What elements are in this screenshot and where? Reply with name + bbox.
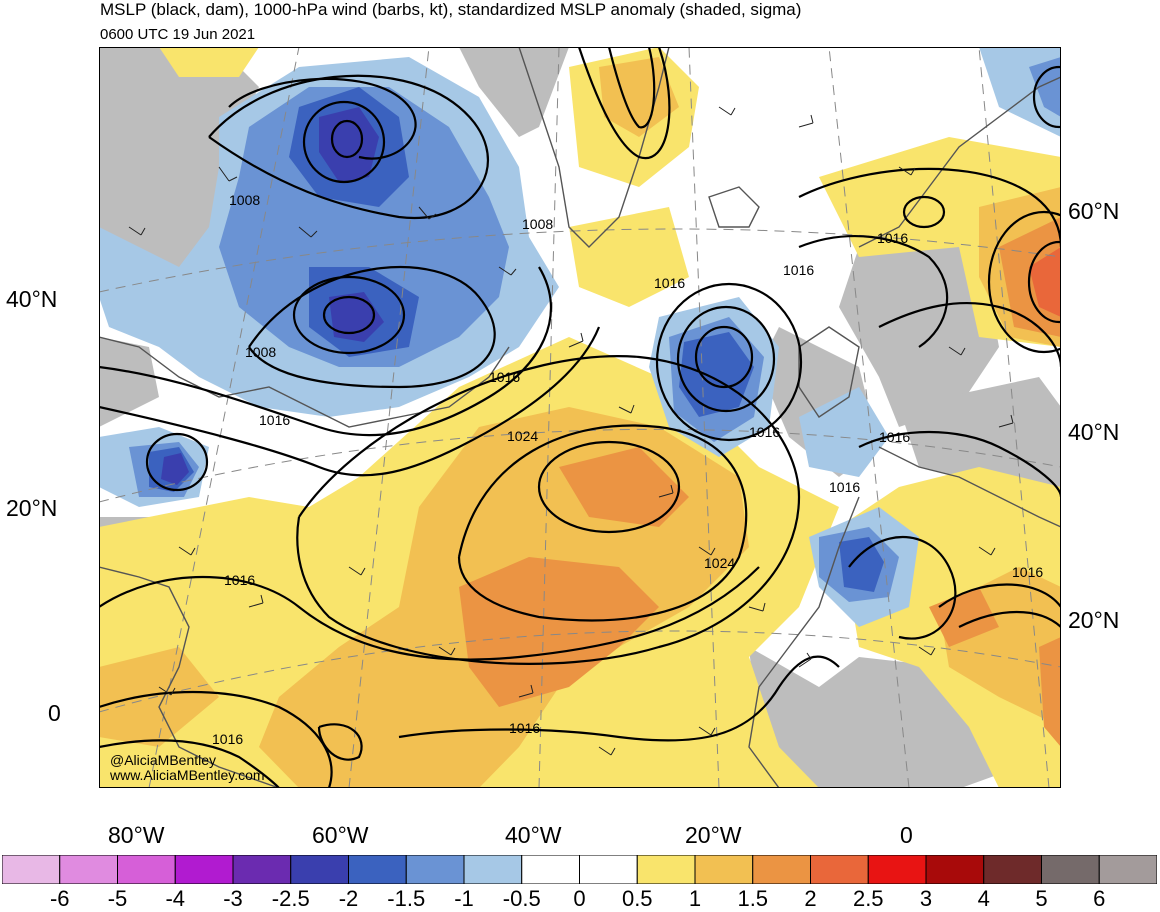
isobar-label: 1016 <box>212 731 244 747</box>
colorbar-tick-label: -1.5 <box>387 886 426 911</box>
lon-label: 20°W <box>685 822 742 848</box>
colorbar-tick-label: -0.5 <box>502 886 541 911</box>
isobar-label: 1016 <box>829 479 860 495</box>
graticule <box>99 47 1061 788</box>
colorbar-box <box>1041 855 1100 884</box>
colorbar-tick-label: 4 <box>977 886 990 911</box>
colorbar-tick-label: 3 <box>919 886 933 911</box>
colorbar-tick-label: -2.5 <box>271 886 310 911</box>
coastlines <box>99 47 1061 788</box>
isobar-label: 1016 <box>509 720 540 736</box>
colorbar-tick-label: -6 <box>49 886 70 911</box>
colorbar-tick-label: 5 <box>1035 886 1048 911</box>
colorbar-box <box>174 855 234 884</box>
lat-label-left: 0 <box>48 700 61 726</box>
colorbar <box>2 855 1157 884</box>
credit-website: www.AliciaMBentley.com <box>110 767 265 783</box>
lat-label-right: 60°N <box>1068 198 1120 224</box>
colorbar-tick-label: 2 <box>804 886 817 911</box>
colorbar-box <box>1098 855 1157 884</box>
colorbar-box <box>117 855 176 884</box>
isobar-labels: 1008 1008 1008 1016 1016 1016 1016 1016 … <box>224 192 1043 736</box>
colorbar-box <box>694 855 754 884</box>
isobars <box>99 47 1061 788</box>
colorbar-tick-label: 1.5 <box>737 886 769 911</box>
isobar-label: 1016 <box>749 424 780 440</box>
colorbar-box <box>521 855 580 884</box>
colorbar-box <box>348 855 407 884</box>
lon-label: 0 <box>900 822 913 848</box>
isobar-label: 1016 <box>224 572 255 588</box>
colorbar-box <box>59 855 118 884</box>
colorbar-tick-label: -3 <box>223 886 243 911</box>
isobar-label: 1016 <box>654 275 685 291</box>
colorbar-box <box>290 855 349 884</box>
lat-label-left: 40°N <box>6 286 58 312</box>
isobar-label: 1016 <box>783 262 814 278</box>
isobar-label: 1008 <box>229 192 260 208</box>
colorbar-tick-label: 0 <box>573 886 586 911</box>
colorbar-tick-label: 0.5 <box>621 886 653 911</box>
isobar-label: 1016 <box>1012 564 1043 580</box>
isobar-label: 1008 <box>522 216 553 232</box>
isobar-label: 1016 <box>879 429 910 445</box>
colorbar-tick-label: -4 <box>165 886 186 911</box>
lat-label-right: 40°N <box>1068 419 1120 445</box>
colorbar-box <box>867 855 927 884</box>
colorbar-box <box>752 855 811 884</box>
weather-map: 1008 1008 1008 1016 1016 1016 1016 1016 … <box>99 47 1061 788</box>
colorbar-box <box>925 855 985 884</box>
colorbar-tick-label: 6 <box>1093 886 1106 911</box>
valid-time: 0600 UTC 19 Jun 2021 <box>100 26 256 43</box>
lat-label-left: 20°N <box>6 495 58 521</box>
map-title: MSLP (black, dam), 1000-hPa wind (barbs,… <box>100 0 802 19</box>
colorbar-box <box>810 855 869 884</box>
colorbar-tick-label: -5 <box>107 886 128 911</box>
colorbar-box <box>405 855 465 884</box>
colorbar-box <box>579 855 638 884</box>
map-border <box>99 47 1061 788</box>
credit-handle: @AliciaMBentley <box>110 752 217 768</box>
wind-barbs <box>128 106 1014 756</box>
isobar-label: 1016 <box>489 369 520 385</box>
lat-label-right: 20°N <box>1068 607 1120 633</box>
isobar-label: 1016 <box>259 412 290 428</box>
colorbar-box <box>232 855 292 884</box>
isobar-label: 1016 <box>877 230 908 246</box>
colorbar-box <box>463 855 523 884</box>
colorbar-tick-label: 1 <box>688 886 702 911</box>
colorbar-box <box>2 855 61 884</box>
colorbar-box <box>983 855 1042 884</box>
colorbar-tick-label: -1 <box>454 886 474 911</box>
colorbar-box <box>636 855 696 884</box>
lon-label: 60°W <box>312 822 369 848</box>
isobar-label: 1024 <box>704 555 735 571</box>
lon-label: 80°W <box>108 822 165 848</box>
colorbar-tick-label: -2 <box>338 886 359 911</box>
map-canvas: 1008 1008 1008 1016 1016 1016 1016 1016 … <box>99 47 1061 788</box>
isobar-label: 1024 <box>507 428 538 444</box>
isobar-label: 1008 <box>245 344 276 360</box>
colorbar-tick-label: 2.5 <box>852 886 884 911</box>
lon-label: 40°W <box>505 822 562 848</box>
